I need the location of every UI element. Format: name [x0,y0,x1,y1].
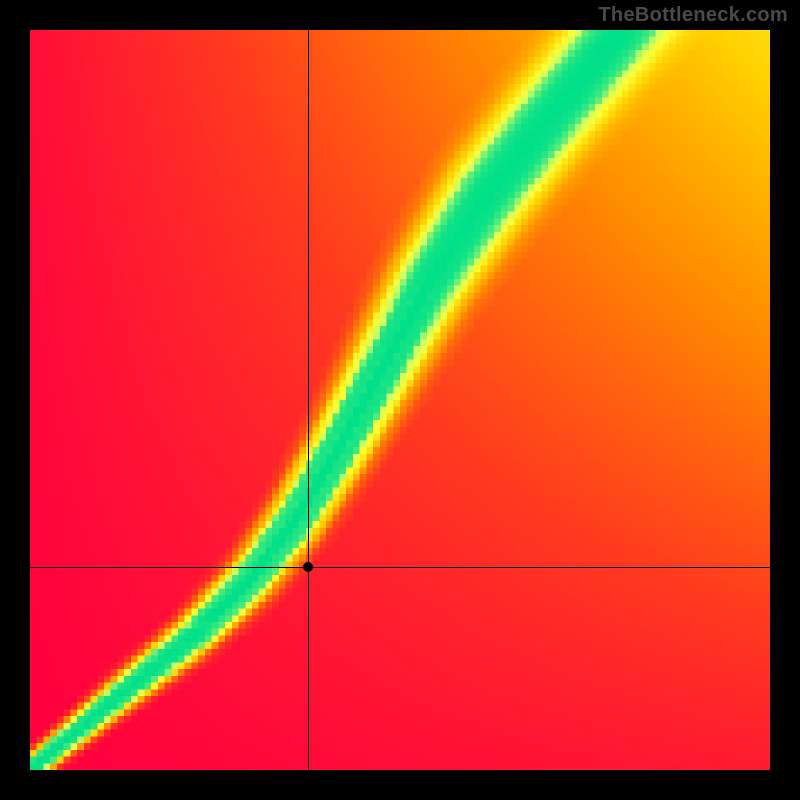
crosshair-horizontal [30,567,770,568]
crosshair-marker [303,562,313,572]
watermark-text: TheBottleneck.com [598,4,788,27]
heatmap-canvas [30,30,770,770]
heatmap-plot [30,30,770,770]
crosshair-vertical [308,30,309,770]
